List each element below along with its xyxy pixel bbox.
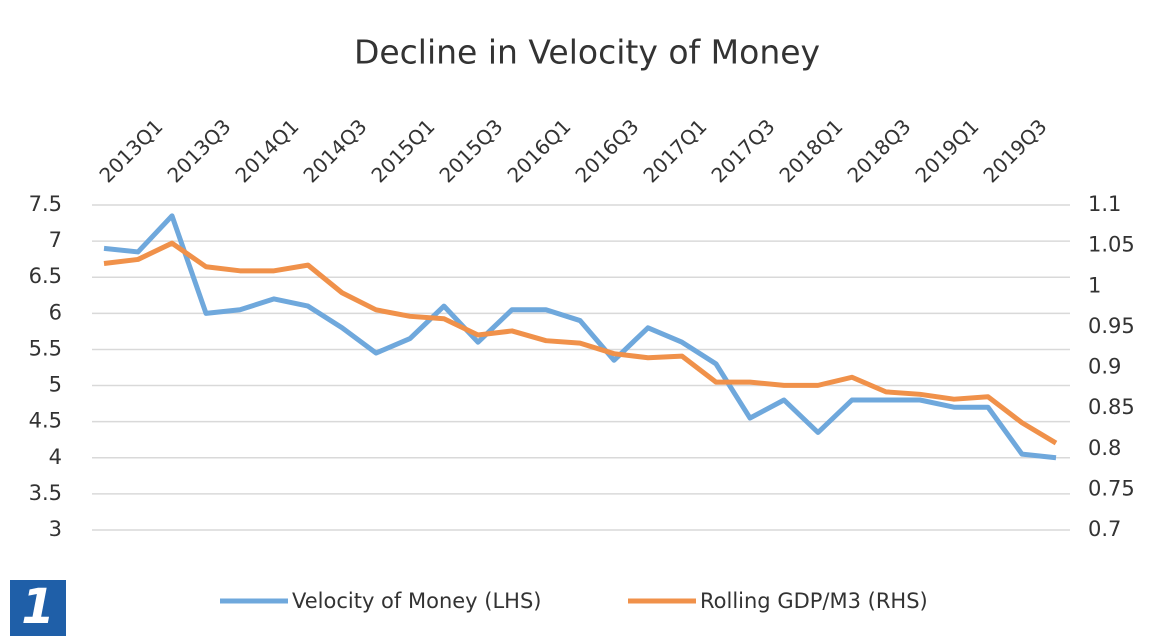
y2-tick-label: 0.9 xyxy=(1088,355,1121,379)
y-tick-label: 4 xyxy=(49,445,62,469)
x-tick-label: 2013Q3 xyxy=(162,114,235,187)
chart-title: Decline in Velocity of Money xyxy=(354,33,820,72)
series-line xyxy=(103,240,1058,446)
logo-text: 1 xyxy=(21,579,54,635)
x-tick-label: 2016Q1 xyxy=(502,114,575,187)
y-tick-label: 5 xyxy=(49,373,62,397)
x-tick-label: 2019Q3 xyxy=(978,114,1051,187)
y2-tick-label: 0.8 xyxy=(1088,436,1121,460)
x-tick-label: 2015Q3 xyxy=(434,114,507,187)
y-tick-label: 7.5 xyxy=(29,192,62,216)
x-tick-label: 2014Q3 xyxy=(298,114,371,187)
x-tick-label: 2016Q3 xyxy=(570,114,643,187)
logo-badge xyxy=(10,580,66,636)
y2-tick-label: 1.05 xyxy=(1088,233,1135,257)
y-tick-label: 6.5 xyxy=(29,264,62,288)
y2-tick-label: 1 xyxy=(1088,273,1101,297)
y2-tick-label: 0.85 xyxy=(1088,395,1135,419)
x-tick-label: 2017Q1 xyxy=(638,114,711,187)
x-tick-label: 2015Q1 xyxy=(366,114,439,187)
x-tick-label: 2018Q1 xyxy=(774,114,847,187)
legend-label: Rolling GDP/M3 (RHS) xyxy=(700,589,928,613)
legend-label: Velocity of Money (LHS) xyxy=(292,589,541,613)
y2-tick-label: 1.1 xyxy=(1088,192,1121,216)
y-tick-label: 3.5 xyxy=(29,481,62,505)
series-line xyxy=(103,213,1057,461)
x-tick-label: 2018Q3 xyxy=(842,114,915,187)
y2-tick-label: 0.95 xyxy=(1088,314,1135,338)
y-tick-label: 5.5 xyxy=(29,336,62,360)
x-tick-label: 2017Q3 xyxy=(706,114,779,187)
x-tick-label: 2013Q1 xyxy=(94,114,167,187)
x-tick-label: 2019Q1 xyxy=(910,114,983,187)
y2-tick-label: 0.7 xyxy=(1088,517,1121,541)
y-tick-label: 3 xyxy=(49,517,62,541)
y-tick-label: 6 xyxy=(49,300,62,324)
y-tick-label: 7 xyxy=(49,228,62,252)
x-tick-label: 2014Q1 xyxy=(230,114,303,187)
y-tick-label: 4.5 xyxy=(29,409,62,433)
y2-tick-label: 0.75 xyxy=(1088,476,1135,500)
